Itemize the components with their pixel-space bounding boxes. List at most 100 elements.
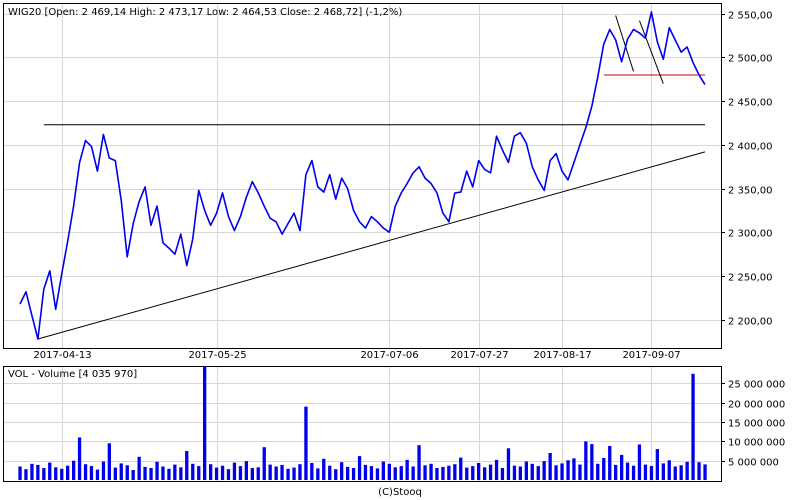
volume-bar — [340, 462, 344, 480]
volume-bar — [185, 451, 189, 480]
trend-line — [615, 15, 634, 72]
volume-bar — [500, 468, 505, 480]
volume-bar — [548, 453, 552, 480]
volume-bar — [18, 466, 22, 480]
volume-bar — [143, 466, 147, 480]
volume-bar — [54, 467, 58, 480]
volume-bar — [602, 458, 606, 480]
volume-panel-title: VOL - Volume [4 035 970] — [8, 369, 137, 380]
volume-bar — [405, 459, 409, 480]
volume-bar — [24, 469, 28, 480]
volume-bar — [238, 466, 243, 480]
volume-bar — [530, 463, 534, 480]
volume-bar — [661, 463, 665, 480]
price-y-tick-label: 2 350,00 — [728, 186, 773, 197]
volume-bar — [435, 468, 439, 480]
volume-bar — [346, 466, 350, 480]
source-credit: (C)Stooq — [378, 487, 422, 498]
volume-bar — [256, 467, 260, 480]
volume-bar — [232, 462, 237, 480]
volume-bar — [292, 467, 296, 480]
volume-bar — [36, 464, 40, 480]
price-panel-title: WIG20 [Open: 2 469,14 High: 2 473,17 Low… — [8, 7, 402, 18]
volume-bar — [316, 468, 320, 480]
price-x-tick-label: 2017-08-17 — [533, 350, 591, 361]
volume-bar — [286, 468, 290, 480]
volume-y-axis: 5 000 000 10 000 000 15 000 000 20 000 000 2… — [721, 380, 785, 469]
volume-bar — [524, 461, 528, 480]
volume-bar — [274, 466, 278, 480]
volume-bar — [483, 467, 487, 480]
price-y-tick-label: 2 550,00 — [728, 11, 773, 22]
volume-bar — [77, 437, 82, 480]
price-y-tick-label: 2 450,00 — [728, 98, 773, 109]
volume-bar — [625, 462, 630, 480]
price-y-tick-label: 2 500,00 — [728, 54, 773, 65]
volume-bar — [209, 464, 213, 480]
volume-bar — [137, 456, 141, 480]
volume-bar — [578, 464, 582, 480]
volume-bar — [399, 466, 403, 480]
volume-bar — [572, 458, 576, 480]
volume-y-tick-label: 25 000 000 — [728, 380, 785, 391]
volume-bar — [447, 465, 451, 480]
volume-bar — [381, 461, 385, 480]
price-x-tick-label: 2017-05-25 — [188, 350, 246, 361]
volume-bar — [125, 465, 129, 480]
volume-bar — [620, 454, 624, 480]
volume-bar — [673, 466, 677, 480]
volume-y-tick-label: 10 000 000 — [728, 438, 785, 449]
volume-bar — [691, 373, 695, 480]
volume-bar — [250, 468, 254, 480]
volume-bar — [119, 463, 123, 480]
price-grid — [4, 4, 721, 348]
volume-bar — [203, 366, 207, 480]
volume-y-tick-label: 20 000 000 — [728, 400, 785, 411]
volume-bar — [48, 462, 52, 480]
volume-bar — [179, 467, 183, 480]
volume-bar — [441, 466, 445, 480]
volume-bar — [131, 470, 135, 480]
volume-bar — [304, 406, 308, 480]
volume-bar — [101, 461, 106, 480]
volume-bar — [369, 466, 374, 480]
price-series-line — [19, 11, 706, 340]
volume-bar — [471, 466, 475, 480]
volume-bar — [363, 464, 368, 480]
volume-bar — [697, 462, 701, 480]
volume-bar — [161, 466, 165, 480]
volume-bar — [584, 441, 588, 480]
volume-bar — [375, 468, 380, 480]
volume-y-tick-label: 5 000 000 — [728, 458, 779, 469]
volume-bar — [262, 447, 266, 480]
volume-bar — [667, 460, 671, 480]
volume-bar — [459, 457, 463, 480]
volume-bar — [590, 444, 594, 480]
volume-bar — [173, 464, 177, 480]
price-x-tick-label: 2017-07-27 — [450, 350, 508, 361]
trend-line — [37, 151, 706, 340]
volume-bar — [614, 464, 618, 480]
volume-bar — [637, 444, 642, 480]
volume-bar — [488, 464, 493, 480]
volume-bar — [429, 463, 433, 480]
volume-bar — [66, 465, 70, 480]
volume-bar — [512, 465, 517, 480]
volume-bar — [30, 463, 34, 480]
volume-bar — [554, 465, 558, 480]
price-x-tick-label: 2017-04-13 — [33, 350, 91, 361]
volume-y-tick-label: 15 000 000 — [728, 419, 785, 430]
volume-bar — [226, 469, 231, 480]
volume-bar — [679, 465, 683, 480]
volume-bar — [649, 466, 654, 480]
volume-bar — [351, 468, 356, 480]
volume-bar — [89, 466, 94, 480]
volume-bar — [167, 468, 171, 480]
volume-grid — [4, 367, 721, 481]
volume-bar — [155, 461, 159, 480]
volume-bar — [42, 468, 46, 480]
volume-bar — [268, 464, 272, 480]
trend-line — [639, 20, 664, 84]
volume-bar — [566, 460, 570, 480]
